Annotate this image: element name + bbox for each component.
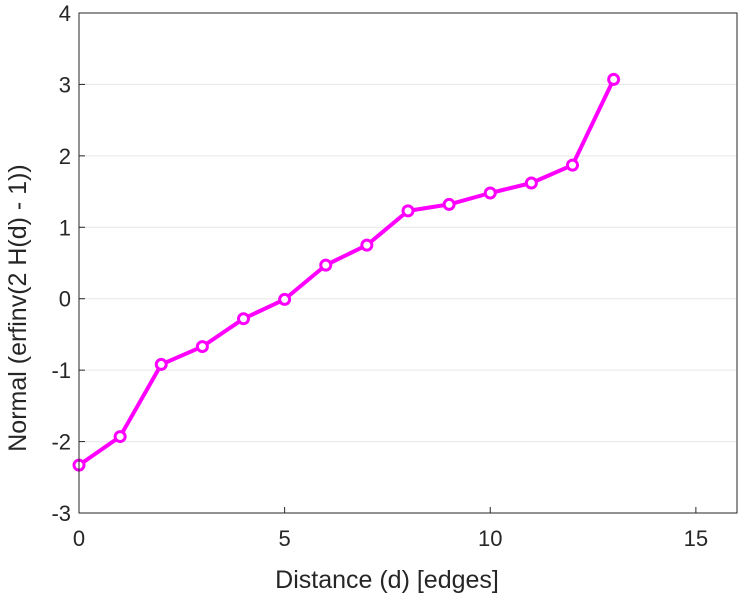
data-point bbox=[607, 72, 621, 86]
data-point bbox=[237, 312, 250, 326]
tick-layer: -3 -2 -1 0 1 2 3 4 0 5 10 15 bbox=[51, 1, 708, 551]
y-tick-label: 0 bbox=[59, 287, 71, 312]
plot-area-frame bbox=[78, 12, 738, 514]
x-axis-label: Distance (d) [edges] bbox=[275, 566, 499, 594]
x-tick-label: 10 bbox=[478, 526, 502, 551]
data-point bbox=[566, 158, 579, 172]
y-axis-label: Normal (erfinv(2 H(d) - 1)) bbox=[4, 164, 32, 452]
y-tick-label: 3 bbox=[59, 72, 71, 97]
y-tick-label: 2 bbox=[59, 144, 71, 169]
y-tick-label: 1 bbox=[59, 215, 71, 240]
y-tick-label: -3 bbox=[51, 501, 71, 526]
y-tick-label: -1 bbox=[51, 358, 71, 383]
x-tick-label: 15 bbox=[684, 526, 708, 551]
y-tick-label: -2 bbox=[51, 430, 71, 455]
data-point bbox=[319, 258, 333, 272]
series-layer bbox=[72, 72, 621, 472]
data-point bbox=[195, 340, 209, 354]
data-point bbox=[278, 292, 292, 306]
grid-lines bbox=[79, 83, 737, 443]
data-point bbox=[154, 357, 168, 371]
data-point bbox=[483, 186, 497, 200]
data-point bbox=[442, 197, 456, 211]
x-tick-label: 5 bbox=[279, 526, 291, 551]
series-line bbox=[77, 78, 616, 467]
y-tick-label: 4 bbox=[59, 1, 71, 26]
data-point bbox=[360, 238, 374, 252]
x-tick-label: 0 bbox=[73, 526, 85, 551]
data-point bbox=[524, 176, 538, 190]
data-point bbox=[401, 204, 415, 218]
data-point bbox=[113, 430, 127, 444]
